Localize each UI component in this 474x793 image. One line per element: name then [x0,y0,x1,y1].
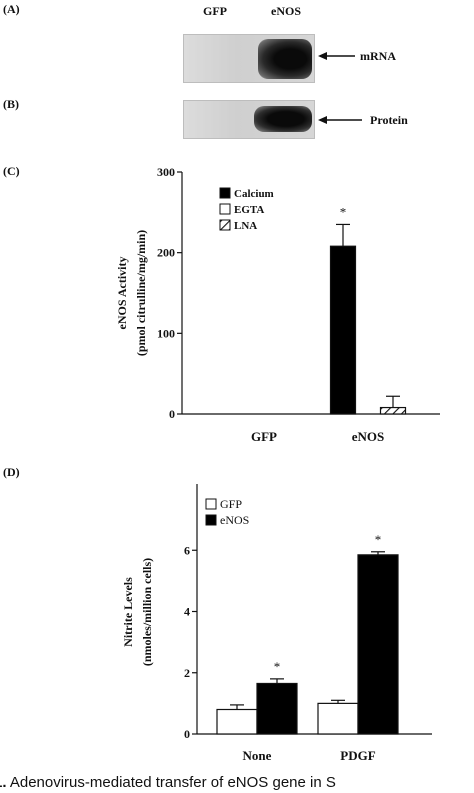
x-category-label: PDGF [340,748,375,763]
mrna-blot [183,34,315,83]
panel-d-letter: (D) [3,465,20,479]
figure-number: 1. [0,774,7,791]
significance-marker: * [375,532,382,547]
y-tick-label: 0 [169,407,175,421]
bar [216,708,258,735]
legend-swatch [205,514,217,526]
legend-swatch [219,187,231,199]
y-axis-label-units: (pmol citrulline/mg/min) [134,230,148,356]
protein-band [254,106,312,132]
panel-b-letter: (B) [3,97,19,111]
legend-swatch [219,219,231,231]
panel-a-letter: (A) [3,2,20,16]
y-tick-label: 2 [184,666,190,680]
bar [357,554,399,735]
mrna-label: mRNA [360,49,396,63]
legend-label: Calcium [234,188,274,200]
panel-c-letter: (C) [3,164,20,178]
y-tick-label: 200 [157,246,175,260]
legend-swatch [205,498,217,510]
y-tick-label: 4 [184,605,190,619]
x-category-label: None [243,748,272,763]
lane-label-enos: eNOS [271,4,301,18]
significance-marker: * [340,204,347,219]
x-category-label: eNOS [352,429,385,444]
x-category-label: GFP [251,429,277,444]
protein-blot [183,100,315,139]
legend-swatch [219,203,231,215]
y-axis-label: Nitrite Levels [121,577,135,647]
protein-label: Protein [370,113,408,127]
y-axis-label-units: (nmoles/million cells) [140,558,154,666]
y-tick-label: 0 [184,727,190,741]
caption-text: Adenovirus-mediated transfer of eNOS gen… [6,774,336,791]
figure-caption: 1. Adenovirus-mediated transfer of eNOS … [0,774,336,791]
y-tick-label: 6 [184,543,190,557]
legend-label: eNOS [220,513,249,527]
lane-label-gfp: GFP [203,4,227,18]
y-axis-label: eNOS Activity [115,257,129,330]
legend-label: EGTA [234,204,264,216]
bar [317,702,359,735]
legend-label: GFP [220,497,242,511]
y-tick-label: 300 [157,165,175,179]
y-tick-label: 100 [157,326,175,340]
legend-label: LNA [234,220,257,232]
mrna-band [258,39,312,79]
bar [256,682,298,735]
significance-marker: * [274,659,281,674]
